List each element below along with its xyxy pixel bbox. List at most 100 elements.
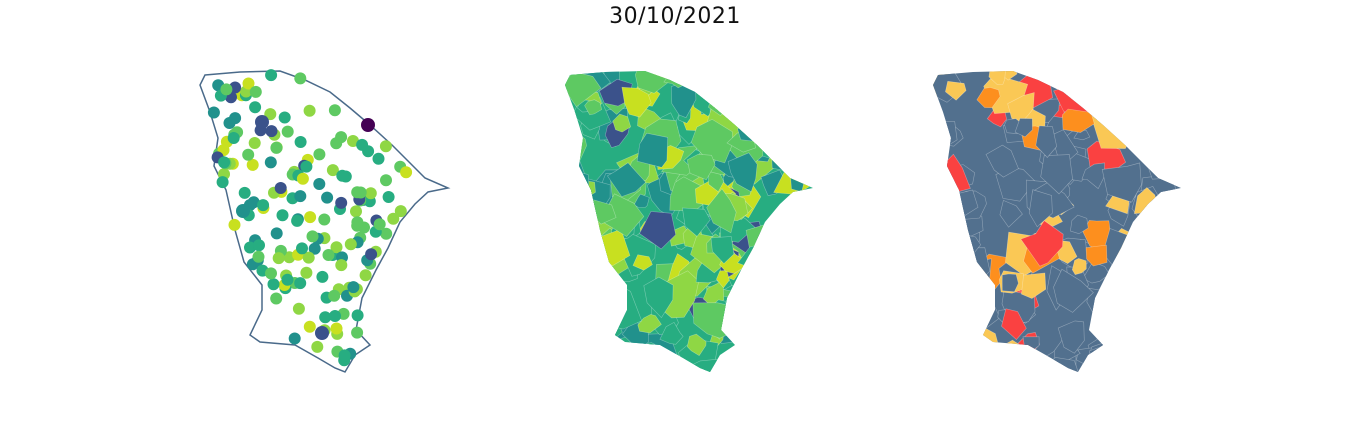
municipality-cell — [589, 285, 619, 323]
municipality-cell — [1094, 71, 1116, 88]
municipality-point — [294, 277, 307, 290]
municipality-cell — [756, 94, 801, 137]
municipality-cell — [606, 162, 647, 198]
municipality-cell — [988, 354, 1016, 372]
municipality-point — [227, 132, 240, 144]
municipality-point — [365, 248, 378, 261]
municipality-cell — [1102, 228, 1145, 278]
municipality-cell — [797, 226, 813, 253]
municipality-cell — [990, 364, 1007, 372]
municipality-cell — [565, 343, 582, 372]
municipality-point — [248, 137, 261, 149]
municipality-cell — [774, 263, 804, 294]
municipality-point — [361, 118, 375, 132]
municipality-cell — [940, 319, 976, 356]
municipality-point — [242, 77, 255, 90]
municipality-cell — [781, 318, 806, 340]
municipality-cell — [567, 170, 590, 195]
risk-category-map — [933, 71, 1181, 372]
municipality-cell — [747, 303, 763, 317]
municipality-cell — [1130, 275, 1174, 315]
municipality-point — [315, 326, 329, 340]
municipality-cell — [793, 330, 813, 372]
municipality-cell — [754, 261, 783, 290]
municipality-point — [335, 196, 348, 209]
municipality-cell — [1158, 294, 1181, 333]
municipality-cell — [737, 85, 757, 101]
municipality-point — [220, 83, 233, 96]
municipality-cell — [1151, 89, 1174, 114]
municipality-cell — [1150, 298, 1180, 325]
municipality-point — [356, 138, 369, 151]
municipality-point — [330, 322, 343, 335]
municipality-cell — [782, 197, 806, 225]
municipality-point — [296, 172, 309, 185]
municipality-point — [281, 273, 294, 286]
municipality-cell — [1014, 118, 1033, 138]
municipality-cell — [770, 129, 809, 173]
municipality-cell — [933, 214, 964, 244]
municipality-point — [338, 349, 351, 362]
municipality-points — [207, 69, 413, 367]
municipality-cell — [728, 292, 767, 340]
municipality-cell — [1159, 101, 1175, 123]
municipality-point — [238, 186, 251, 199]
municipality-point — [351, 326, 364, 339]
municipality-cell — [1084, 339, 1134, 372]
municipality-cell — [1118, 266, 1134, 287]
municipality-point — [249, 85, 262, 98]
municipality-cell — [570, 230, 606, 275]
municipality-cell — [633, 193, 650, 208]
municipality-point — [400, 166, 413, 179]
municipality-point — [207, 106, 220, 119]
municipality-point — [223, 117, 236, 129]
municipality-cell — [933, 334, 966, 368]
municipality-cell — [803, 156, 813, 175]
municipality-cell — [995, 167, 1036, 202]
municipality-cell — [565, 347, 590, 371]
municipality-cell — [1140, 209, 1179, 250]
municipality-cell — [801, 305, 813, 326]
municipality-cell — [748, 83, 767, 104]
municipality-cell — [1152, 314, 1170, 333]
municipality-cell — [933, 198, 947, 226]
municipality-point — [270, 227, 283, 240]
municipality-cell — [1106, 285, 1128, 303]
municipality-cell — [770, 72, 810, 113]
municipality-cell — [584, 303, 623, 351]
figure-title: 30/10/2021 — [609, 4, 741, 29]
municipality-cell — [802, 211, 813, 226]
municipality-cell — [1149, 235, 1181, 270]
municipality-point — [255, 115, 269, 129]
municipality-cell — [718, 71, 755, 97]
municipality-cell — [585, 291, 613, 320]
municipality-point — [351, 309, 364, 322]
municipality-point — [265, 125, 278, 138]
municipality-point — [274, 182, 287, 194]
municipality-point — [328, 104, 341, 117]
municipality-cell — [789, 260, 813, 291]
municipality-cell — [1116, 79, 1136, 98]
municipality-cell — [946, 247, 991, 285]
municipality-cell — [1154, 103, 1178, 127]
municipality-cell — [690, 118, 733, 164]
municipality-cell — [1087, 359, 1111, 372]
municipality-cell — [946, 278, 976, 304]
municipality-cell — [761, 140, 779, 155]
municipality-point — [304, 211, 317, 224]
municipality-cell — [1154, 154, 1169, 174]
municipality-cell — [1167, 91, 1181, 110]
municipality-cell — [738, 272, 773, 312]
municipality-cell — [762, 120, 793, 164]
municipality-cell — [1131, 71, 1148, 88]
municipality-cell — [716, 270, 730, 289]
municipality-cell — [1018, 359, 1043, 372]
municipality-point — [313, 148, 326, 161]
municipality-point — [306, 230, 319, 243]
municipality-point — [294, 72, 307, 85]
municipality-point — [218, 156, 231, 169]
municipality-point — [311, 340, 324, 353]
municipality-cell — [682, 207, 711, 237]
municipality-cell — [933, 186, 948, 214]
municipality-point — [265, 69, 278, 82]
